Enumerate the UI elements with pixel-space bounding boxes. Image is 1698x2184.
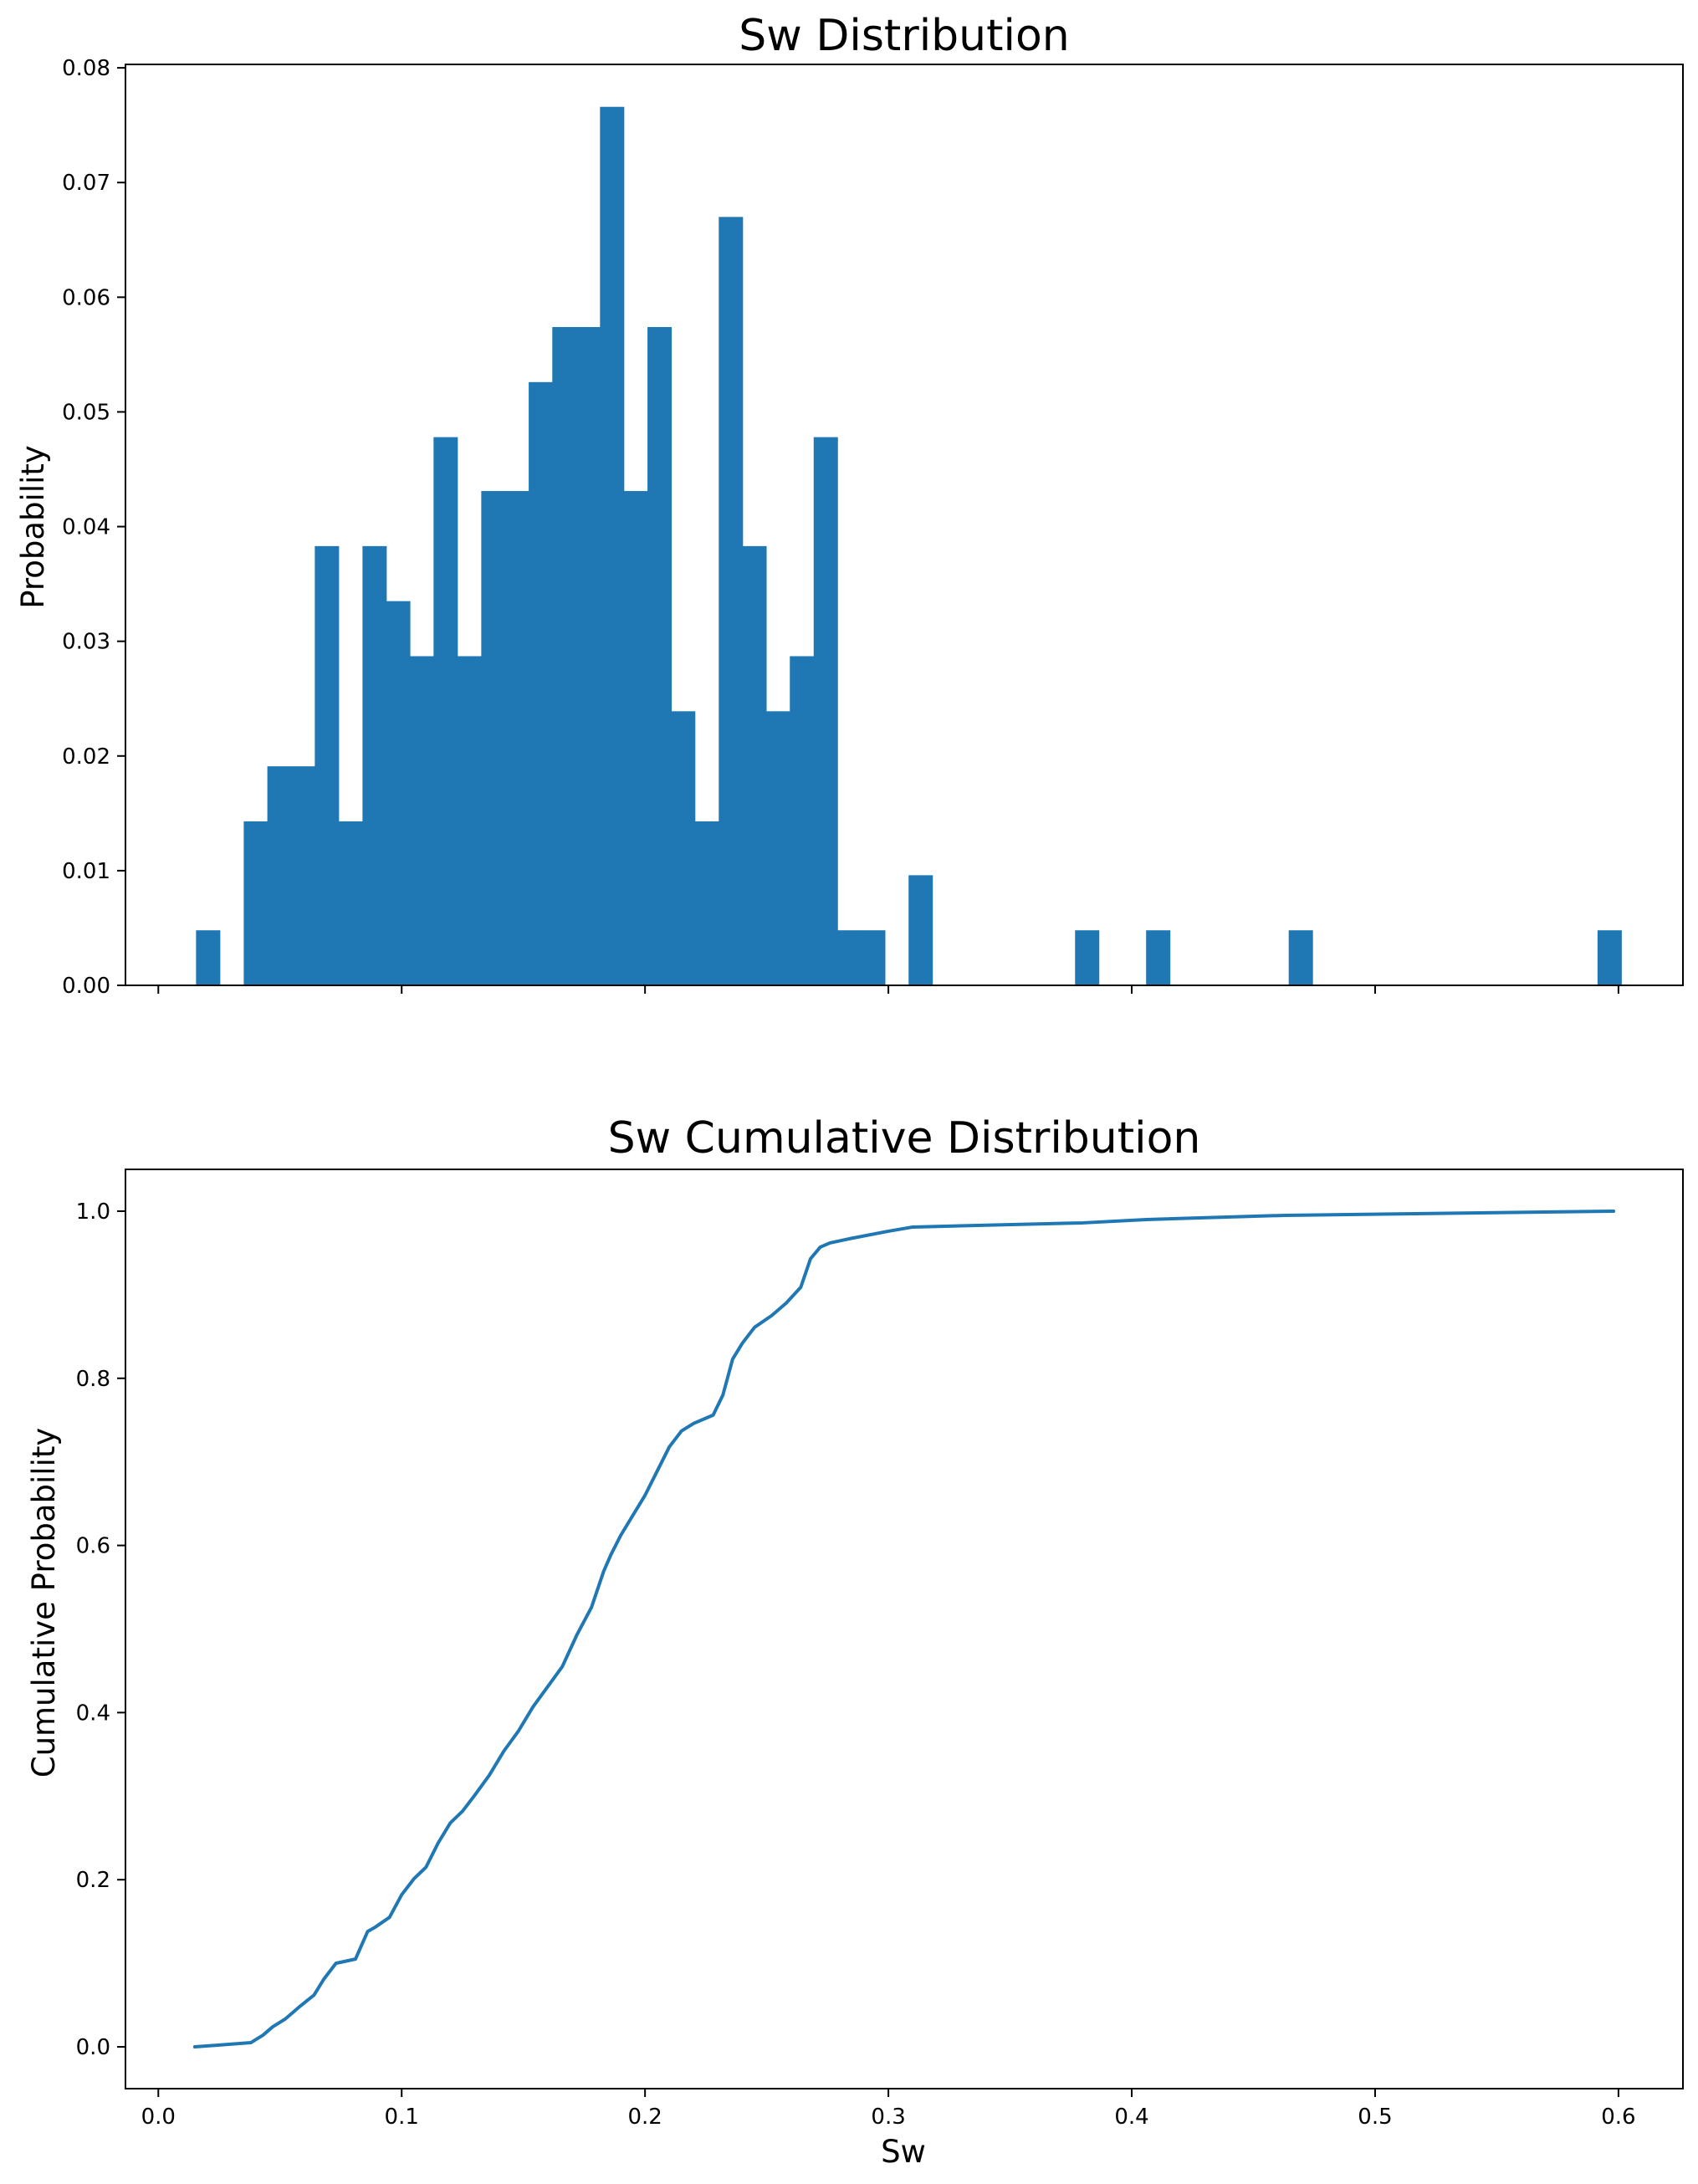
histogram-bar-0: [196, 930, 221, 985]
cumulative-chart: Sw Cumulative Distribution Cumulative Pr…: [26, 1113, 1684, 2170]
cumulative-xtick-label-4: 0.4: [1114, 2105, 1148, 2130]
histogram-ytick-label-1: 0.01: [62, 859, 110, 884]
histogram-title: Sw Distribution: [739, 11, 1069, 61]
cumulative-ytick-label-0: 0.0: [76, 2035, 110, 2060]
histogram-bar-16: [600, 106, 625, 986]
histogram-bar-4: [315, 545, 340, 985]
histogram-bars: [196, 106, 1622, 986]
histogram-bar-12: [504, 491, 529, 985]
cumulative-axes-frame: [125, 1169, 1684, 2089]
histogram-bar-25: [813, 437, 838, 985]
histogram-ytick-label-4: 0.04: [62, 515, 110, 540]
cumulative-y-ticks: 0.0 0.2 0.4 0.6 0.8 1.0: [76, 1199, 125, 2060]
histogram-bar-2: [267, 766, 292, 985]
histogram-axes-frame: [125, 64, 1684, 986]
histogram-ytick-label-0: 0.00: [62, 974, 110, 999]
histogram-bar-22: [742, 545, 767, 985]
histogram-ytick-label-3: 0.03: [62, 630, 110, 655]
histogram-ylabel: Probability: [15, 445, 51, 609]
histogram-bar-11: [481, 491, 506, 985]
histogram-bar-7: [386, 601, 411, 985]
cumulative-ylabel: Cumulative Probability: [26, 1428, 62, 1778]
cumulative-title: Sw Cumulative Distribution: [608, 1113, 1201, 1164]
histogram-bar-26: [837, 930, 862, 985]
histogram-bar-9: [433, 437, 458, 985]
histogram-bar-13: [529, 381, 554, 985]
histogram-bar-14: [552, 326, 577, 986]
histogram-bar-15: [575, 326, 601, 986]
histogram-bar-6: [362, 545, 387, 985]
histogram-ytick-label-6: 0.06: [62, 285, 110, 310]
histogram-chart: Sw Distribution Probability 0.00 0.01 0.02…: [15, 11, 1684, 999]
cumulative-line: [192, 1209, 1616, 2049]
histogram-bar-19: [671, 711, 696, 985]
histogram-bar-30: [1146, 930, 1171, 985]
cumulative-ytick-label-3: 0.6: [76, 1534, 110, 1559]
cumulative-ytick-label-1: 0.2: [76, 1868, 110, 1893]
cumulative-xtick-label-1: 0.1: [385, 2105, 419, 2130]
histogram-bar-32: [1597, 930, 1622, 985]
histogram-ytick-label-7: 0.07: [62, 171, 110, 196]
cumulative-xtick-label-6: 0.6: [1601, 2105, 1635, 2130]
cumulative-xtick-label-0: 0.0: [141, 2105, 176, 2130]
cumulative-ytick-label-2: 0.4: [76, 1701, 110, 1726]
cumulative-ytick-label-5: 1.0: [76, 1199, 110, 1225]
histogram-bar-1: [243, 821, 269, 985]
histogram-ytick-label-8: 0.08: [62, 56, 110, 81]
histogram-bar-24: [790, 656, 815, 985]
cumulative-ytick-label-4: 0.8: [76, 1367, 110, 1392]
cumulative-xtick-label-2: 0.2: [627, 2105, 662, 2130]
histogram-bar-21: [719, 217, 744, 985]
histogram-x-ticks: [157, 985, 1619, 994]
cumulative-xtick-label-3: 0.3: [871, 2105, 905, 2130]
cumulative-xtick-label-5: 0.5: [1358, 2105, 1392, 2130]
histogram-y-ticks: 0.00 0.01 0.02 0.03 0.04 0.05 0.06 0.07 0.08: [62, 56, 125, 999]
histogram-bar-29: [1075, 930, 1100, 985]
histogram-bar-5: [338, 821, 363, 985]
cumulative-xlabel: Sw: [881, 2134, 926, 2170]
histogram-ytick-label-5: 0.05: [62, 400, 110, 425]
histogram-bar-31: [1288, 930, 1313, 985]
histogram-bar-10: [457, 656, 482, 985]
histogram-bar-17: [623, 491, 648, 985]
histogram-bar-20: [694, 821, 719, 985]
histogram-bar-27: [861, 930, 886, 985]
histogram-bar-8: [410, 656, 435, 985]
histogram-bar-18: [647, 326, 673, 986]
histogram-bar-23: [766, 711, 791, 985]
histogram-ytick-label-2: 0.02: [62, 744, 110, 770]
histogram-bar-3: [291, 766, 316, 985]
cumulative-x-ticks: 0.0 0.1 0.2 0.3 0.4 0.5 0.6: [141, 2089, 1636, 2130]
histogram-bar-28: [908, 875, 933, 985]
